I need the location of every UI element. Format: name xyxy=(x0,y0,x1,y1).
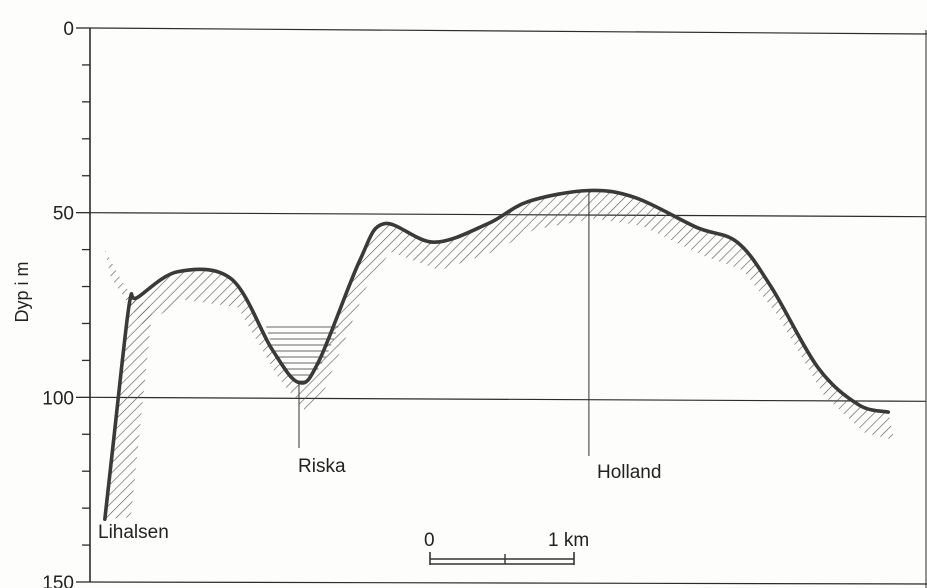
y-tick-label: 50 xyxy=(53,204,74,225)
label-lihalsen: Lihalsen xyxy=(98,522,169,543)
scale-bar-start-label: 0 xyxy=(424,530,435,551)
y-tick-label: 150 xyxy=(42,573,74,588)
y-tick-labels: 0 50 100 150 xyxy=(42,19,74,588)
y-tick-marks xyxy=(76,27,90,583)
y-tick-label: 0 xyxy=(63,19,74,40)
bottom-border-line xyxy=(89,581,927,585)
y-tick-label: 100 xyxy=(42,388,74,409)
seabed-profile-line xyxy=(103,188,891,522)
top-border-line xyxy=(89,27,927,35)
cliff-hatch-band xyxy=(104,297,153,520)
y-axis-label: Dyp i m xyxy=(12,261,32,322)
gridline-100 xyxy=(89,396,927,402)
scale-bar: 0 1 km xyxy=(424,530,589,565)
scale-bar-end-label: 1 km xyxy=(548,530,589,551)
label-holland: Holland xyxy=(597,462,661,483)
label-riska: Riska xyxy=(298,456,346,477)
sediment-hatch-band xyxy=(104,190,895,441)
